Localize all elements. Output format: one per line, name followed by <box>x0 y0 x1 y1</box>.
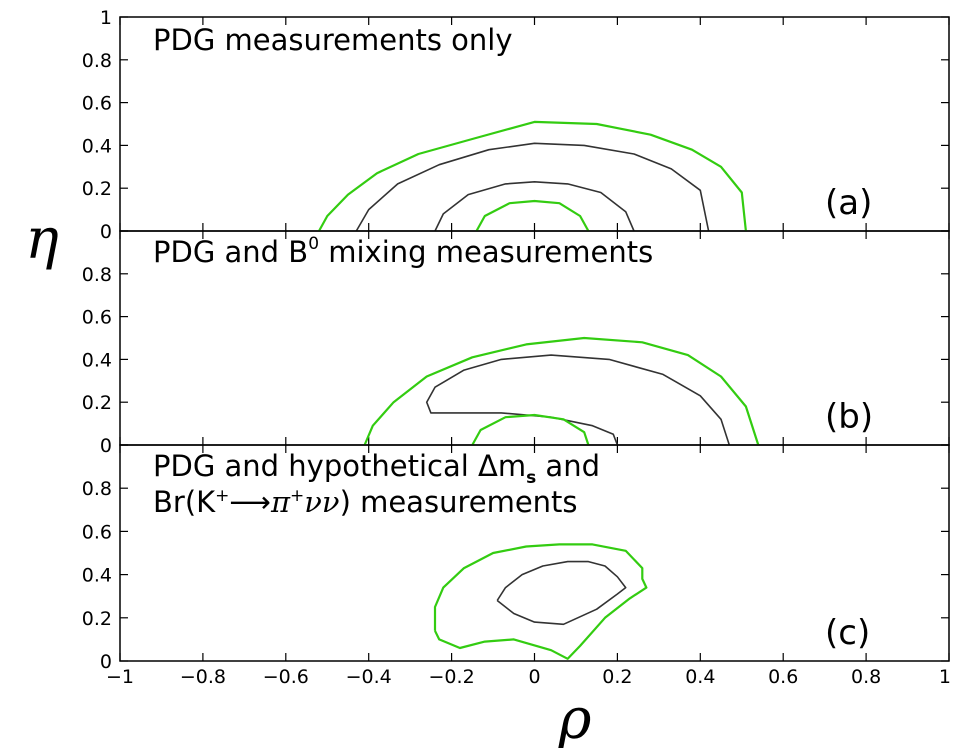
panel-c-title-line-2: Br(K+⟶π+νν) measurements <box>153 485 578 519</box>
panel-c: 0 0.2 0.4 0.6 0.8 PDG and hypothetical Δms a… <box>82 444 950 673</box>
y-tick-label: 0.4 <box>82 135 112 157</box>
outer-contour-line <box>471 413 590 446</box>
inner-contour-line <box>434 181 635 232</box>
y-tick-label: 0.6 <box>82 93 112 115</box>
outer-contour-line <box>433 543 648 660</box>
panel-c-title-2c: νν <box>304 485 339 519</box>
inner-contour-line <box>355 142 710 232</box>
x-tick-label: 0.4 <box>685 666 715 688</box>
x-tick-label: 0.8 <box>851 666 881 688</box>
y-tick-label: 0.8 <box>82 264 112 286</box>
panel-c-title-2b: π <box>270 485 291 519</box>
y-tick-label: 0.4 <box>82 565 112 587</box>
panel-a-letter: (a) <box>825 183 872 223</box>
y-axis-label: η <box>25 207 59 272</box>
panel-c-title-2sup2: + <box>290 486 304 506</box>
panel-c-title-2sup1: + <box>215 486 229 506</box>
y-tick-label: 0.8 <box>82 478 112 500</box>
panel-c-title-1sub: s <box>526 468 536 488</box>
panel-a-contours <box>318 120 747 232</box>
panel-b: 00.20.40.60.8 PDG and B0 mixing measurem… <box>82 230 950 457</box>
panel-b-title-end: mixing measurements <box>319 235 653 269</box>
x-tick-label: −1 <box>106 666 134 688</box>
panel-c-title-1b: and <box>536 449 600 483</box>
panel-a: 0 0.2 0.4 0.6 0.8 1 PDG measurements only (a) <box>82 7 950 243</box>
x-tick-label: 1 <box>939 666 951 688</box>
y-tick-label: 0.4 <box>82 349 112 371</box>
panel-c-title-2d: ) measurements <box>340 485 578 519</box>
panel-c-ticks: 0 0.2 0.4 0.6 0.8 <box>82 444 950 673</box>
y-tick-label: 0 <box>100 651 112 673</box>
x-axis-tick-labels: −1 −0.8 −0.6 −0.4 −0.2 0 0.2 0.4 0.6 0.8 1 <box>106 666 951 688</box>
panel-c-contours <box>433 543 648 660</box>
x-tick-label: 0 <box>528 666 540 688</box>
x-tick-label: −0.2 <box>429 666 475 688</box>
y-tick-label: 0 <box>100 221 112 243</box>
x-tick-label: −0.4 <box>346 666 392 688</box>
x-tick-label: 0.6 <box>768 666 798 688</box>
panel-b-title: PDG and B0 mixing measurements <box>153 234 653 269</box>
panel-b-title-sup: 0 <box>308 234 319 254</box>
panel-a-ticks: 0 0.2 0.4 0.6 0.8 1 <box>82 7 950 243</box>
inner-contour-line <box>425 354 731 446</box>
inner-contour-line <box>496 560 627 626</box>
panel-c-title-2a: Br(K <box>153 485 216 519</box>
x-tick-label: −0.8 <box>180 666 226 688</box>
y-tick-label: 0.2 <box>82 178 112 200</box>
outer-contour-line <box>318 120 747 232</box>
outer-contour-line <box>475 199 590 232</box>
y-tick-label: 1 <box>100 7 112 29</box>
y-tick-label: 0.6 <box>82 521 112 543</box>
y-tick-label: 0 <box>100 435 112 457</box>
outer-contour-line <box>363 336 760 446</box>
panel-c-title-line-1: PDG and hypothetical Δms and <box>153 449 600 488</box>
y-tick-label: 0.2 <box>82 392 112 414</box>
panel-c-title-1a: PDG and hypothetical Δm <box>153 449 526 483</box>
panel-b-title-start: PDG and B <box>153 235 308 269</box>
panel-b-contours <box>363 336 760 446</box>
x-axis-label: ρ <box>558 687 592 748</box>
panel-c-title-2arrow: ⟶ <box>229 485 271 519</box>
y-tick-label: 0.8 <box>82 50 112 72</box>
y-tick-label: 0.2 <box>82 608 112 630</box>
x-tick-label: 0.2 <box>602 666 632 688</box>
panel-b-ticks: 0 0.2 0.4 0.6 0.8 <box>82 230 950 457</box>
panel-c-letter: (c) <box>825 613 870 653</box>
panel-b-letter: (b) <box>825 397 873 437</box>
panel-a-title: PDG measurements only <box>153 23 513 57</box>
y-tick-label: 0.6 <box>82 307 112 329</box>
x-tick-label: −0.6 <box>263 666 309 688</box>
